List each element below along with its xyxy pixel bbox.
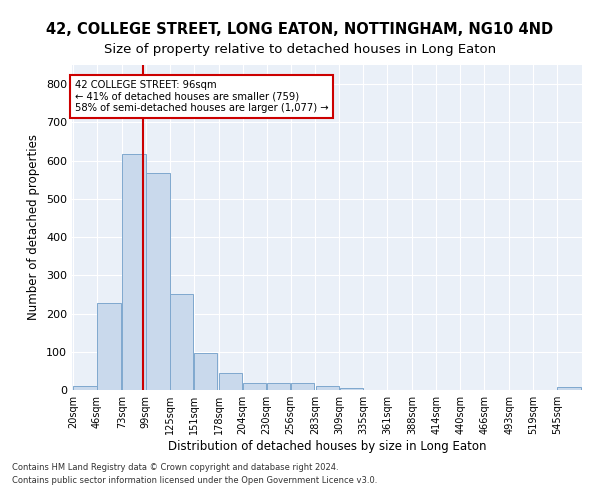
Bar <box>316 386 339 390</box>
Bar <box>340 388 363 390</box>
Text: Size of property relative to detached houses in Long Eaton: Size of property relative to detached ho… <box>104 42 496 56</box>
Bar <box>267 382 290 390</box>
Bar <box>219 373 242 390</box>
Bar <box>170 294 193 390</box>
Text: 42, COLLEGE STREET, LONG EATON, NOTTINGHAM, NG10 4ND: 42, COLLEGE STREET, LONG EATON, NOTTINGH… <box>46 22 554 38</box>
Bar <box>557 387 581 390</box>
Bar <box>194 354 217 390</box>
Bar <box>122 154 146 390</box>
Text: Contains public sector information licensed under the Open Government Licence v3: Contains public sector information licen… <box>12 476 377 485</box>
X-axis label: Distribution of detached houses by size in Long Eaton: Distribution of detached houses by size … <box>168 440 486 453</box>
Bar <box>146 173 170 390</box>
Bar <box>291 382 314 390</box>
Bar <box>243 382 266 390</box>
Text: Contains HM Land Registry data © Crown copyright and database right 2024.: Contains HM Land Registry data © Crown c… <box>12 464 338 472</box>
Text: 42 COLLEGE STREET: 96sqm
← 41% of detached houses are smaller (759)
58% of semi-: 42 COLLEGE STREET: 96sqm ← 41% of detach… <box>75 80 328 114</box>
Bar <box>73 386 97 390</box>
Bar <box>97 303 121 390</box>
Y-axis label: Number of detached properties: Number of detached properties <box>28 134 40 320</box>
